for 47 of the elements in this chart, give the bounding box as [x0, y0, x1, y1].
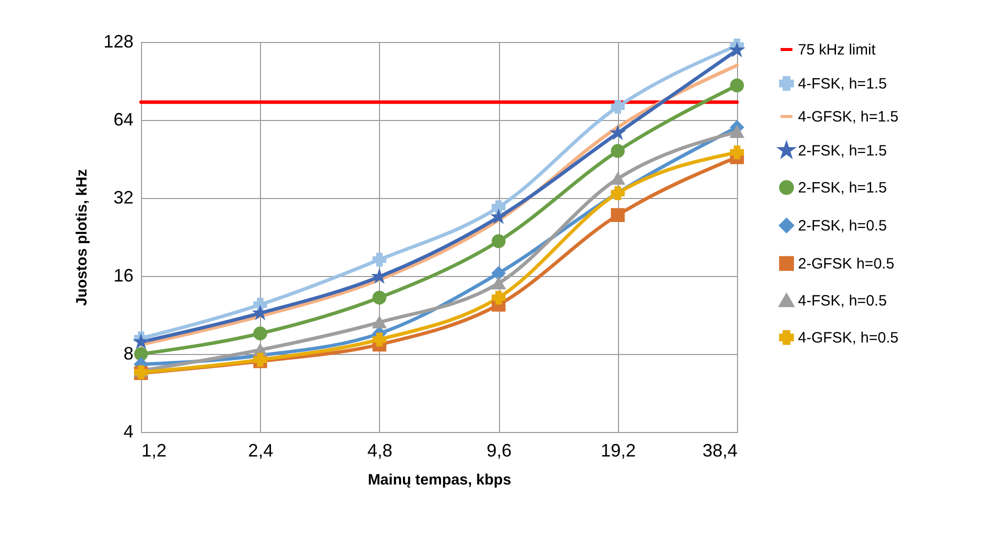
point [492, 234, 506, 248]
point [730, 43, 744, 56]
point [134, 335, 148, 348]
point [254, 306, 267, 319]
x-tick-label: 2,4 [248, 440, 274, 460]
x-tick-label: 38,4 [702, 440, 738, 460]
legend-label: 2-GFSK h=0.5 [798, 256, 894, 272]
point [730, 78, 744, 92]
point [372, 316, 386, 328]
point [730, 145, 744, 160]
point [372, 290, 386, 305]
y-axis-title: Juostos plotis, kHz [73, 169, 90, 306]
legend-label: 4-FSK, h=1.5 [798, 76, 887, 92]
point [492, 290, 506, 305]
y-tick-label: 4 [123, 422, 134, 442]
x-tick-label: 1,2 [142, 440, 167, 460]
point [492, 210, 506, 223]
x-axis-title: Mainų tempas, kbps [368, 472, 512, 488]
y-tick-label: 8 [123, 344, 134, 364]
x-tick-label: 19,2 [600, 440, 636, 460]
point [372, 270, 386, 282]
point [372, 252, 386, 267]
point [610, 172, 625, 185]
y-tick-label: 128 [103, 32, 134, 52]
point [610, 208, 625, 222]
legend-label: 2-FSK, h=1.5 [798, 142, 887, 160]
point [730, 126, 744, 138]
legend-label: 75 kHz limit [798, 42, 876, 58]
x-tick-label: 9,6 [486, 440, 512, 460]
y-tick-label: 32 [113, 188, 134, 208]
legend-label: 4-GFSK, h=0.5 [798, 330, 898, 346]
point [134, 347, 148, 361]
point [492, 277, 506, 290]
point [611, 126, 624, 139]
legend-label: 2-FSK, h=0.5 [798, 218, 887, 234]
point [610, 144, 625, 158]
legend-label: 2-FSK, h=1.5 [798, 180, 887, 196]
legend-label: 4-GFSK, h=1.5 [798, 108, 898, 126]
y-tick-label: 16 [113, 266, 134, 286]
point [492, 266, 506, 280]
legend-label: 4-FSK, h=0.5 [798, 292, 887, 310]
y-tick-label: 64 [113, 110, 134, 130]
point [253, 326, 268, 340]
point [610, 100, 625, 114]
point [492, 200, 506, 214]
point [372, 332, 386, 346]
x-tick-label: 4,8 [367, 440, 392, 460]
